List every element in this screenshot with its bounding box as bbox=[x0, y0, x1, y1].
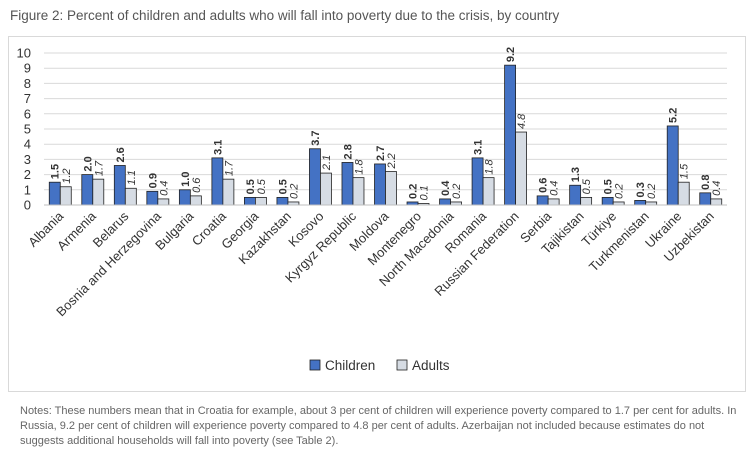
data-label: 2.2 bbox=[386, 153, 398, 169]
chart-frame bbox=[8, 36, 746, 392]
bar-children bbox=[439, 198, 451, 206]
y-tick-label: 0 bbox=[24, 198, 31, 213]
data-label: 0.5 bbox=[581, 178, 593, 194]
bar-children bbox=[211, 157, 224, 206]
bar-children bbox=[601, 196, 614, 206]
bar-children bbox=[341, 162, 354, 206]
data-label: 1.7 bbox=[223, 160, 235, 176]
data-label: 5.2 bbox=[668, 108, 680, 123]
legend-swatch-children bbox=[309, 359, 321, 371]
data-label: 1.7 bbox=[93, 160, 105, 176]
bar-children bbox=[374, 163, 386, 206]
bar-adults bbox=[255, 196, 267, 206]
y-tick-label: 8 bbox=[24, 76, 31, 91]
bar-adults bbox=[352, 177, 365, 206]
legend-label-children: Children bbox=[325, 358, 375, 373]
data-label: 3.7 bbox=[310, 130, 322, 145]
y-tick-label: 10 bbox=[17, 46, 31, 61]
data-label: 2.7 bbox=[375, 146, 387, 161]
data-label: 0.4 bbox=[158, 181, 170, 196]
bar-children bbox=[146, 190, 159, 206]
bar-children bbox=[309, 148, 321, 206]
data-label: 0.9 bbox=[147, 173, 159, 188]
bar-children bbox=[699, 192, 712, 206]
y-tick-label: 7 bbox=[24, 91, 31, 106]
data-label: 0.6 bbox=[538, 178, 550, 193]
bar-adults bbox=[124, 187, 137, 206]
bar-children bbox=[178, 189, 191, 206]
bar-children bbox=[569, 184, 582, 206]
data-label: 2.6 bbox=[115, 147, 127, 162]
bar-children bbox=[276, 196, 289, 206]
bar-adults bbox=[189, 195, 202, 206]
data-label: 4.8 bbox=[516, 113, 528, 129]
bar-adults bbox=[547, 198, 560, 206]
chart-notes: Notes: These numbers mean that in Croati… bbox=[20, 405, 737, 447]
bar-adults bbox=[59, 186, 72, 206]
bar-adults bbox=[482, 177, 495, 206]
data-label: 1.1 bbox=[126, 170, 138, 185]
data-label: 1.8 bbox=[353, 158, 365, 174]
data-label: 0.2 bbox=[288, 184, 300, 199]
y-tick-label: 4 bbox=[24, 137, 31, 152]
y-tick-label: 5 bbox=[24, 122, 31, 137]
data-label: 0.2 bbox=[451, 184, 463, 199]
bar-children bbox=[244, 196, 256, 206]
data-label: 0.5 bbox=[277, 179, 289, 194]
bar-children bbox=[536, 195, 549, 206]
bar-adults bbox=[222, 178, 235, 206]
data-label: 0.1 bbox=[419, 185, 431, 200]
data-label: 0.5 bbox=[603, 179, 615, 194]
data-label: 1.0 bbox=[180, 172, 192, 187]
data-label: 0.5 bbox=[245, 179, 257, 194]
bar-children bbox=[666, 125, 679, 206]
y-tick-label: 1 bbox=[24, 182, 31, 197]
y-tick-label: 3 bbox=[24, 152, 31, 167]
bar-adults bbox=[157, 198, 170, 206]
bar-adults bbox=[580, 196, 593, 206]
data-label: 0.4 bbox=[549, 181, 561, 196]
bar-adults bbox=[710, 198, 723, 206]
y-tick-label: 9 bbox=[24, 61, 31, 76]
bar-children bbox=[48, 181, 61, 206]
bar-children bbox=[634, 200, 647, 206]
legend-swatch-adults bbox=[396, 359, 408, 371]
data-label: 1.3 bbox=[570, 167, 582, 182]
data-label: 0.2 bbox=[614, 184, 626, 199]
data-label: 2.8 bbox=[342, 144, 354, 159]
bar-children bbox=[113, 165, 126, 206]
data-label: 0.4 bbox=[711, 181, 723, 196]
data-label: 1.5 bbox=[679, 163, 691, 179]
bar-adults bbox=[385, 171, 397, 206]
data-label: 1.2 bbox=[61, 168, 73, 183]
data-label: 9.2 bbox=[505, 47, 517, 62]
bar-adults bbox=[320, 172, 332, 206]
data-label: 1.5 bbox=[50, 164, 62, 179]
y-tick-label: 6 bbox=[24, 106, 31, 121]
data-label: 0.2 bbox=[408, 184, 420, 199]
figure-title: Figure 2: Percent of children and adults… bbox=[10, 8, 560, 23]
data-label: 3.1 bbox=[212, 140, 224, 155]
y-tick-label: 2 bbox=[24, 167, 31, 182]
data-label: 0.2 bbox=[646, 184, 658, 199]
data-label: 0.3 bbox=[635, 182, 647, 197]
bar-adults bbox=[92, 178, 105, 206]
data-label: 2.0 bbox=[82, 156, 94, 171]
bar-adults bbox=[677, 181, 690, 206]
data-label: 2.1 bbox=[321, 155, 333, 171]
data-label: 0.8 bbox=[700, 175, 712, 190]
bar-adults bbox=[515, 131, 527, 206]
data-label: 1.8 bbox=[484, 158, 496, 174]
legend-label-adults: Adults bbox=[412, 358, 450, 373]
data-label: 0.4 bbox=[440, 180, 452, 196]
data-label: 3.1 bbox=[473, 140, 485, 155]
bar-children bbox=[81, 174, 94, 206]
bar-children bbox=[504, 64, 516, 206]
bar-children bbox=[471, 157, 484, 206]
data-label: 0.5 bbox=[256, 178, 268, 194]
data-label: 0.6 bbox=[191, 177, 203, 193]
